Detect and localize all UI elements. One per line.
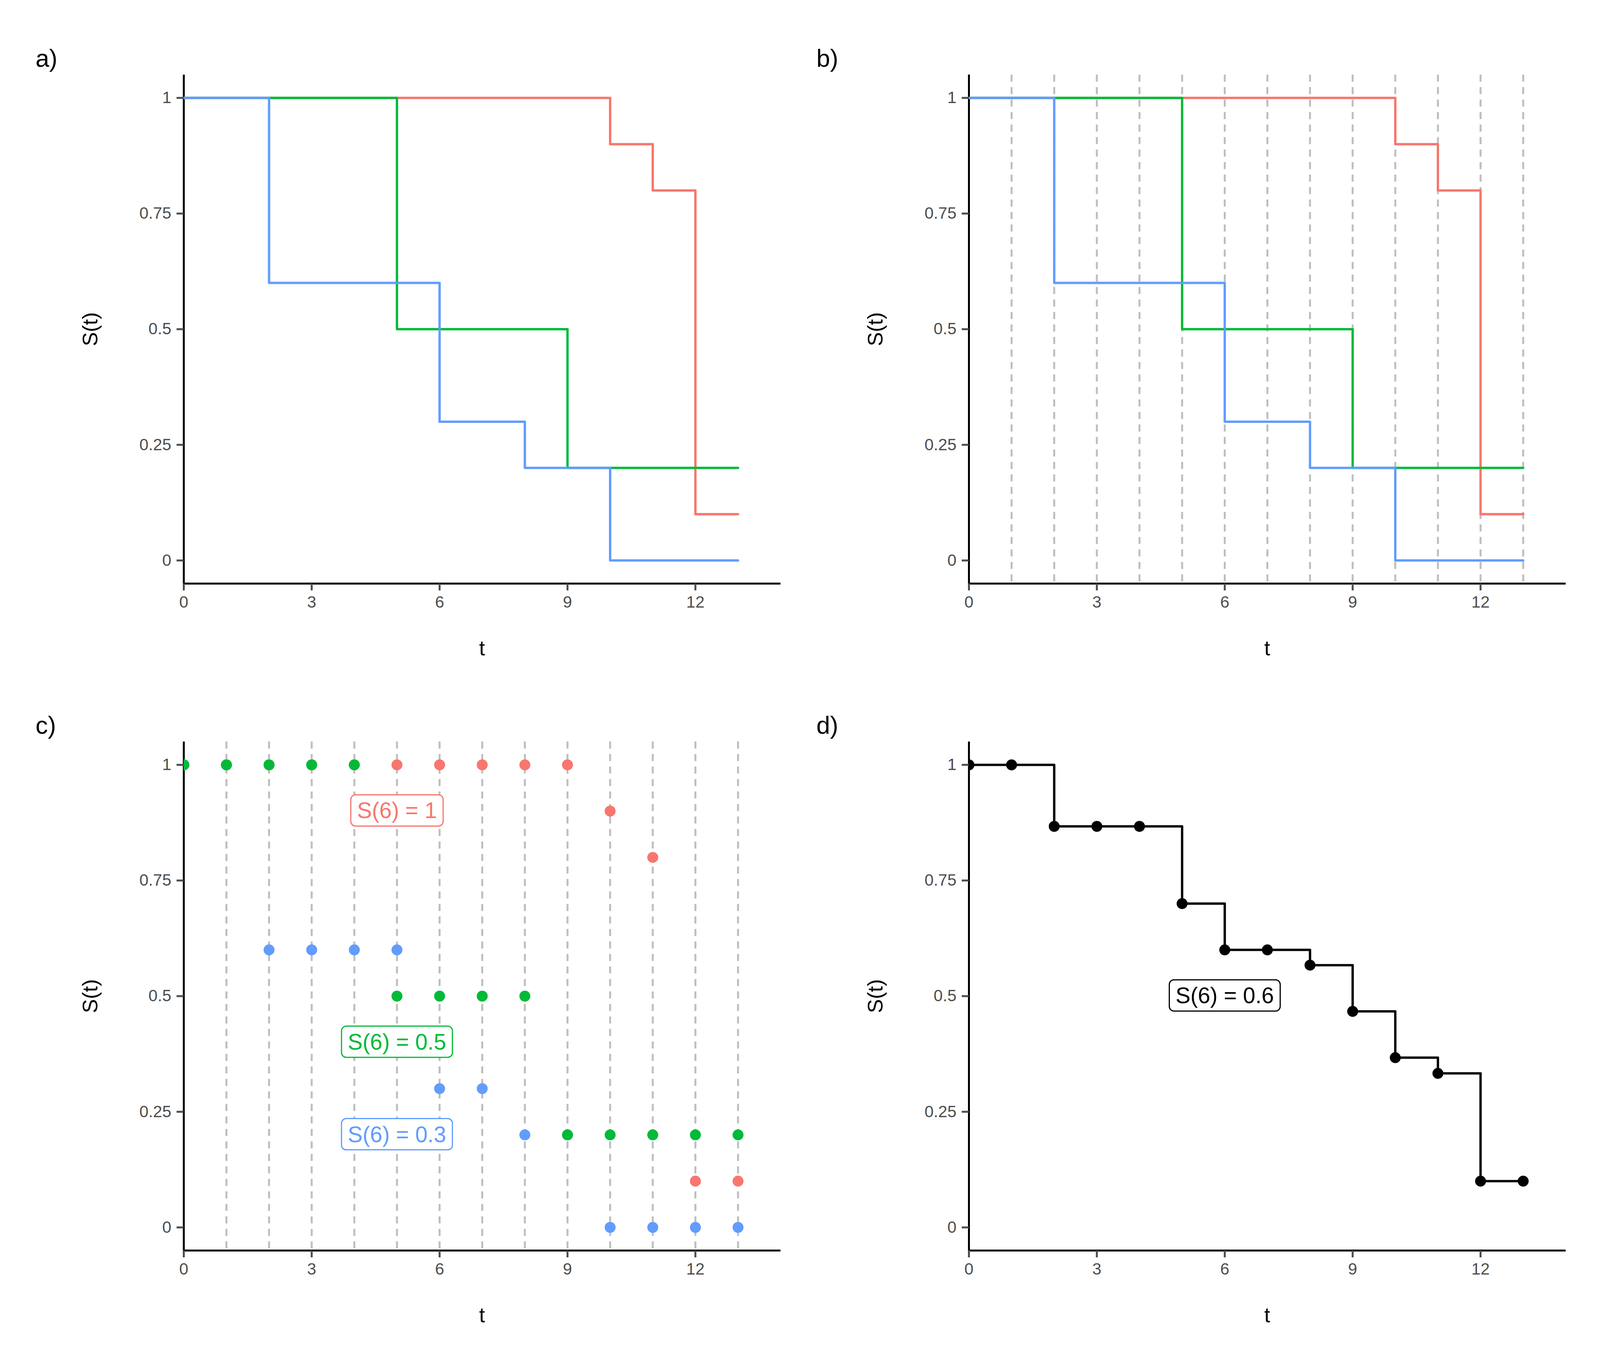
svg-text:0.5: 0.5: [148, 319, 172, 338]
svg-text:1: 1: [947, 755, 957, 774]
html-text:S(t): S(t): [78, 979, 102, 1014]
svg-text:0: 0: [947, 551, 957, 570]
html-text:d): d): [816, 711, 839, 740]
html-text:S(t): S(t): [863, 979, 887, 1014]
svg-text:12: 12: [1471, 1260, 1490, 1279]
svg-text:9: 9: [562, 592, 572, 612]
svg-text:0: 0: [947, 1218, 957, 1237]
svg-text:0: 0: [964, 592, 974, 612]
html-text:S(t): S(t): [863, 312, 887, 347]
svg-text:0: 0: [179, 592, 189, 612]
html-text:c): c): [35, 711, 57, 740]
svg-text:0.5: 0.5: [933, 986, 957, 1006]
svg-text:S(6) = 0.3: S(6) = 0.3: [347, 1122, 447, 1148]
svg-text:12: 12: [686, 1260, 705, 1279]
html-text:t: t: [479, 636, 485, 660]
svg-text:3: 3: [307, 592, 317, 612]
svg-text:0: 0: [179, 1260, 189, 1279]
svg-text:9: 9: [1348, 592, 1358, 612]
svg-text:3: 3: [1092, 1260, 1102, 1279]
html-text:b): b): [816, 44, 839, 72]
html-text:t: t: [1264, 1303, 1271, 1327]
svg-text:0.75: 0.75: [139, 871, 172, 890]
svg-text:0.75: 0.75: [924, 871, 957, 890]
svg-text:6: 6: [435, 1260, 445, 1279]
svg-text:0.25: 0.25: [139, 1102, 172, 1122]
html-text:t: t: [1264, 636, 1271, 660]
svg-text:S(6) = 1: S(6) = 1: [357, 798, 437, 824]
svg-text:0.75: 0.75: [924, 203, 957, 223]
svg-text:0.75: 0.75: [139, 203, 172, 223]
html-text:S(t): S(t): [78, 312, 102, 347]
svg-text:12: 12: [686, 592, 705, 612]
svg-text:0.25: 0.25: [139, 435, 172, 454]
svg-text:0.5: 0.5: [933, 319, 957, 338]
html-text:a): a): [35, 44, 58, 72]
svg-text:6: 6: [1220, 592, 1230, 612]
svg-text:0.25: 0.25: [924, 435, 957, 454]
svg-text:S(6) = 0.6: S(6) = 0.6: [1175, 983, 1274, 1009]
svg-text:9: 9: [562, 1260, 572, 1279]
svg-text:6: 6: [435, 592, 445, 612]
svg-text:0: 0: [162, 551, 172, 570]
svg-text:0.5: 0.5: [148, 986, 172, 1006]
svg-text:0.25: 0.25: [924, 1102, 957, 1122]
svg-text:3: 3: [307, 1260, 317, 1279]
svg-text:1: 1: [162, 755, 172, 774]
svg-text:3: 3: [1092, 592, 1102, 612]
svg-text:0: 0: [964, 1260, 974, 1279]
svg-text:1: 1: [947, 88, 957, 107]
svg-text:9: 9: [1348, 1260, 1358, 1279]
svg-text:12: 12: [1471, 592, 1490, 612]
svg-text:1: 1: [162, 88, 172, 107]
svg-text:0: 0: [162, 1218, 172, 1237]
svg-text:S(6) = 0.5: S(6) = 0.5: [347, 1029, 447, 1055]
html-text:t: t: [479, 1303, 485, 1327]
svg-text:6: 6: [1220, 1260, 1230, 1279]
